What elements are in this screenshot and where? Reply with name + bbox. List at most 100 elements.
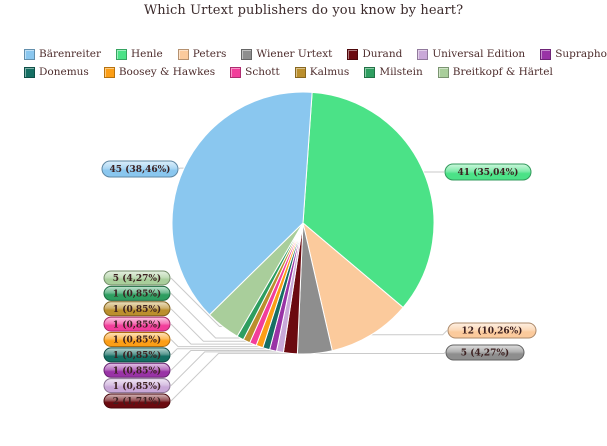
leader-line-donemus bbox=[170, 348, 267, 356]
legend-label: Bärenreiter bbox=[39, 48, 102, 60]
pie-slice-henle bbox=[302, 91, 435, 308]
pie-slices bbox=[171, 91, 435, 355]
leader-lines bbox=[170, 167, 448, 402]
data-label-text: 1 (0,85%) bbox=[113, 304, 161, 315]
legend-row-1: Bärenreiter Henle Peters Wiener Urtext Duran… bbox=[24, 45, 607, 63]
data-label-pill bbox=[103, 347, 171, 363]
data-label-pill bbox=[444, 163, 532, 181]
legend-swatch-durand bbox=[347, 48, 359, 60]
leader-line-boosey-hawkes bbox=[170, 339, 260, 348]
legend-label: Supraphon bbox=[555, 48, 607, 60]
data-label-pill bbox=[103, 316, 171, 332]
data-label-boosey-hawkes: 1 (0,85%) bbox=[103, 332, 171, 347]
data-label-pill bbox=[445, 344, 525, 361]
data-label-pill bbox=[101, 160, 179, 178]
legend-label: Henle bbox=[131, 48, 163, 60]
data-label-text: 5 (4,27%) bbox=[113, 273, 161, 284]
data-label-donemus: 1 (0,85%) bbox=[103, 347, 171, 363]
legend-item-peters: Peters bbox=[177, 48, 226, 60]
data-label-text: 5 (4,27%) bbox=[461, 348, 509, 359]
pie-slice-b-renreiter bbox=[171, 91, 313, 316]
legend-swatch-boosey-hawkes bbox=[103, 66, 115, 78]
legend-item-boosey-hawkes: Boosey & Hawkes bbox=[103, 66, 216, 78]
legend-label: Milstein bbox=[379, 66, 423, 78]
data-label-text: 1 (0,85%) bbox=[113, 350, 161, 361]
legend-item-schott: Schott bbox=[230, 66, 280, 78]
legend-label: Breitkopf & Härtel bbox=[452, 66, 553, 78]
leader-line-universal-edition bbox=[170, 351, 280, 386]
data-label-text: 45 (38,46%) bbox=[110, 164, 171, 175]
legend-item-b-renreiter: Bärenreiter bbox=[24, 48, 101, 60]
data-label-text: 12 (10,26%) bbox=[462, 326, 523, 337]
legend-swatch-donemus bbox=[24, 66, 35, 78]
data-label-pill bbox=[103, 362, 171, 378]
data-label-milstein: 1 (0,85%) bbox=[103, 285, 171, 301]
legend-swatch-breitkopf-h-rtel bbox=[437, 66, 449, 78]
data-label-supraphon: 1 (0,85%) bbox=[103, 362, 171, 378]
data-label-text: 1 (0,85%) bbox=[113, 366, 161, 377]
pie-slice-peters bbox=[302, 222, 404, 352]
legend-item-milstein: Milstein bbox=[364, 66, 423, 78]
legend-label: Kalmus bbox=[309, 66, 350, 78]
leader-line-durand bbox=[170, 352, 291, 402]
legend-swatch-wiener-urtext bbox=[241, 48, 253, 60]
data-labels: 45 (38,46%) 41 (35,04%) 12 (10,26%) 5 (4,27… bbox=[101, 160, 537, 409]
legend-swatch-schott bbox=[230, 66, 242, 78]
data-label-schott: 1 (0,85%) bbox=[103, 316, 171, 332]
data-label-pill bbox=[447, 322, 537, 339]
data-label-pill bbox=[103, 378, 171, 394]
legend-item-henle: Henle bbox=[116, 48, 163, 60]
data-label-pill bbox=[103, 332, 171, 347]
leader-line-supraphon bbox=[170, 350, 273, 371]
legend-label: Wiener Urtext bbox=[256, 48, 333, 60]
legend-item-supraphon: Supraphon bbox=[540, 48, 607, 60]
data-label-text: 41 (35,04%) bbox=[458, 167, 519, 178]
data-label-kalmus: 1 (0,85%) bbox=[103, 301, 171, 317]
legend-swatch-henle bbox=[116, 48, 128, 60]
data-label-text: 1 (0,85%) bbox=[113, 289, 161, 300]
legend-item-donemus: Donemus bbox=[24, 66, 89, 78]
data-label-breitkopf-h-rtel: 5 (4,27%) bbox=[103, 270, 171, 286]
legend-swatch-supraphon bbox=[540, 48, 552, 60]
leader-line-schott bbox=[170, 323, 253, 345]
legend-item-kalmus: Kalmus bbox=[294, 66, 350, 78]
legend-label: Schott bbox=[245, 66, 280, 78]
legend-item-durand: Durand bbox=[347, 48, 402, 60]
legend-item-universal-edition: Universal Edition bbox=[417, 48, 525, 60]
data-label-text: 2 (1,71%) bbox=[113, 396, 161, 407]
legend-label: Boosey & Hawkes bbox=[118, 66, 216, 78]
data-label-text: 1 (0,85%) bbox=[113, 335, 161, 346]
data-label-pill bbox=[103, 301, 171, 317]
data-label-pill bbox=[103, 270, 171, 286]
leader-line-kalmus bbox=[170, 308, 247, 342]
data-label-wiener-urtext: 5 (4,27%) bbox=[445, 344, 525, 361]
data-label-text: 1 (0,85%) bbox=[113, 381, 161, 392]
leader-line-peters bbox=[371, 330, 448, 336]
legend-swatch-universal-edition bbox=[417, 48, 429, 60]
legend-label: Universal Edition bbox=[432, 48, 526, 60]
leader-line-breitkopf-h-rtel bbox=[170, 277, 223, 327]
data-label-pill bbox=[103, 285, 171, 301]
data-label-universal-edition: 1 (0,85%) bbox=[103, 378, 171, 394]
data-label-pill bbox=[103, 393, 171, 409]
leader-line-wiener-urtext bbox=[314, 352, 446, 354]
legend-label: Durand bbox=[362, 48, 403, 60]
legend-swatch-milstein bbox=[364, 66, 376, 78]
data-label-peters: 12 (10,26%) bbox=[447, 322, 537, 339]
legend-swatch-kalmus bbox=[294, 66, 306, 78]
data-label-b-renreiter: 45 (38,46%) bbox=[101, 160, 179, 178]
legend-swatch-peters bbox=[177, 48, 189, 60]
legend-row-2: Donemus Boosey & Hawkes Schott Kalmus Milste… bbox=[24, 63, 607, 81]
legend: Bärenreiter Henle Peters Wiener Urtext Duran… bbox=[24, 45, 607, 81]
data-label-henle: 41 (35,04%) bbox=[444, 163, 532, 181]
leader-line-b-renreiter bbox=[178, 167, 185, 170]
data-label-text: 1 (0,85%) bbox=[113, 319, 161, 330]
legend-swatch-b-renreiter bbox=[24, 48, 35, 60]
leader-line-milstein bbox=[170, 293, 241, 339]
legend-item-wiener-urtext: Wiener Urtext bbox=[241, 48, 332, 60]
data-label-durand: 2 (1,71%) bbox=[103, 393, 171, 409]
legend-item-breitkopf-h-rtel: Breitkopf & Härtel bbox=[437, 66, 553, 78]
legend-label: Donemus bbox=[39, 66, 89, 78]
